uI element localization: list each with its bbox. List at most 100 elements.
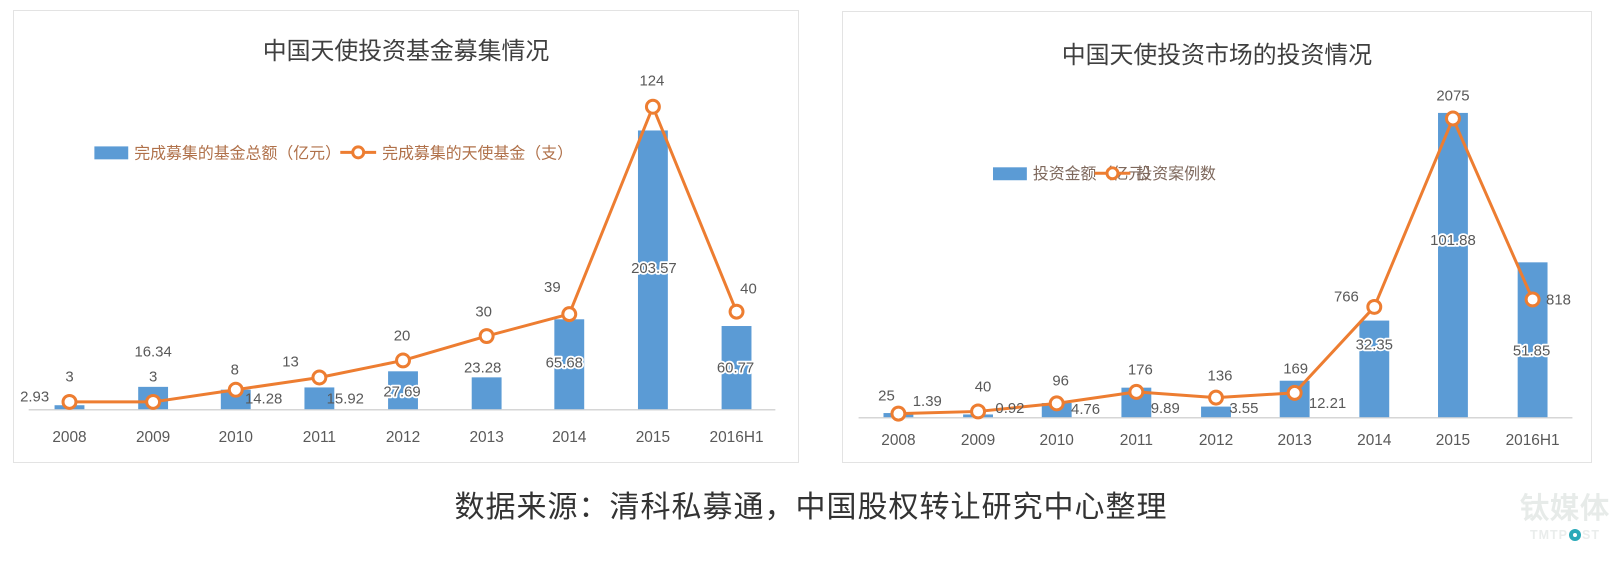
investment-chart-panel: 中国天使投资市场的投资情况 1.39 0.92 4.76 9.89 3.55 12.21 32… [842,11,1592,463]
line-marker-2016H1 [728,303,745,320]
bar-2014 [1359,320,1390,418]
x-tick-label-2008: 2008 [881,432,915,449]
line-label-2011: 13 [282,353,299,370]
line-marker-2010 [1048,395,1065,412]
bar-2015 [637,130,668,410]
x-tick-label-2016H1: 2016H1 [710,429,764,446]
fundraising-chart-panel: 中国天使投资基金募集情况 2.93 16.34 14.28 15.92 27.69 23.2… [13,10,799,463]
legend-bar-swatch-icon [992,167,1027,181]
line-marker-2016H1 [1524,291,1541,308]
legend-line-marker-icon [351,145,366,160]
line-marker-2013 [1286,384,1303,401]
bar-2012 [1201,406,1231,418]
bar-label-2010: 4.76 [1071,401,1100,418]
x-tick-label-2014: 2014 [1357,432,1392,449]
line-marker-2015 [644,98,661,115]
line-marker-2011 [311,369,328,386]
bar-label-2010: 14.28 [245,390,282,407]
line-label-2010: 96 [1052,372,1069,389]
legend: 投资金额（亿元）投资案例数 [992,165,1216,183]
line-marker-2008 [890,405,907,422]
x-tick-label-2010: 2010 [219,429,253,446]
x-tick-label-2013: 2013 [469,429,503,446]
line-label-2014: 39 [544,279,561,296]
x-tick-label-2011: 2011 [303,429,336,446]
bar-2010 [220,389,251,410]
line-marker-2014 [1366,298,1383,315]
bar-2016H1 [1517,262,1548,418]
bar-label-2012: 27.69 [383,383,420,400]
line-marker-2010 [227,381,244,398]
line-label-2010: 8 [231,361,239,378]
x-tick-label-2014: 2014 [552,429,587,446]
watermark-chinese-text: 钛媒体 [1520,493,1611,525]
line-label-2008: 3 [65,368,73,385]
investment-chart: 中国天使投资市场的投资情况 1.39 0.92 4.76 9.89 3.55 12.21 32… [858,42,1573,449]
bar-label-2011: 9.89 [1151,400,1180,417]
line-label-2013: 30 [475,304,492,321]
line-label-2013: 169 [1283,360,1308,377]
chart-title: 中国天使投资市场的投资情况 [1062,42,1373,69]
legend-line-label: 完成募集的天使基金（支） [382,144,573,162]
bar-label-2013: 23.28 [464,359,501,376]
line-marker-2012 [1208,389,1224,406]
x-tick-label-2008: 2008 [52,429,86,446]
x-tick-label-2009: 2009 [961,432,995,449]
bar-label-2015: 101.88 [1430,232,1476,249]
bar-label-2016H1: 60.77 [717,359,754,376]
bar-label-2009: 0.92 [995,400,1024,417]
legend-line-label: 投资案例数 [1136,165,1216,183]
line-label-2008: 25 [878,387,895,404]
line-label-2009: 3 [149,368,157,385]
bar-label-2013: 12.21 [1309,395,1346,412]
line-label-2015: 124 [639,73,664,90]
legend-line-marker-icon [1105,166,1120,181]
bar-2016H1 [721,326,752,410]
bar-2012 [388,371,418,410]
line-label-2012: 20 [394,328,411,345]
x-tick-label-2009: 2009 [136,429,170,446]
line-marker-2008 [61,393,78,410]
bar-2014 [554,319,585,410]
line-label-2016H1: 818 [1546,292,1571,309]
x-tick-label-2011: 2011 [1120,432,1153,449]
watermark-en-left: TMTP [1529,527,1569,542]
bar-label-2015: 203.57 [631,260,677,277]
bar-label-2016H1: 51.85 [1513,342,1550,359]
fundraising-chart: 中国天使投资基金募集情况 2.93 16.34 14.28 15.92 27.69 23.2… [20,38,776,446]
watermark-en-right: ST [1582,527,1600,542]
line-marker-2009 [970,403,987,420]
line-label-2015: 2075 [1436,88,1469,105]
x-tick-label-2012: 2012 [1199,432,1233,449]
line-marker-2013 [478,328,495,345]
chart-title: 中国天使投资基金募集情况 [263,38,550,65]
bar-2013 [471,377,502,410]
line-marker-2011 [1128,383,1145,400]
bar-label-2008: 1.39 [913,393,942,410]
watermark-english-text: TMTP ST [1520,528,1610,542]
x-tick-label-2016H1: 2016H1 [1506,432,1560,449]
line-marker-2012 [395,352,411,369]
bar-label-2008: 2.93 [20,388,49,405]
line-marker-2015 [1444,110,1461,127]
data-source-caption: 数据来源：清科私募通，中国股权转让研究中心整理 [454,491,1168,524]
bar-2011 [304,387,335,410]
line-label-2011: 176 [1128,361,1153,378]
line-label-2009: 40 [975,378,992,395]
x-tick-label-2015: 2015 [636,429,670,446]
line-marker-2009 [145,393,162,410]
legend-bar-swatch-icon [94,146,129,160]
legend-bar-label: 完成募集的基金总额（亿元） [134,144,341,162]
x-tick-label-2012: 2012 [386,429,420,446]
line-label-2012: 136 [1208,367,1233,384]
x-tick-label-2015: 2015 [1436,432,1470,449]
bar-label-2011: 15.92 [327,390,364,407]
tmtpost-watermark: 钛媒体 TMTP ST [1520,492,1610,542]
bar-label-2014: 32.35 [1356,336,1393,353]
bar-2015 [1438,112,1468,418]
legend: 完成募集的基金总额（亿元） 完成募集的天使基金（支） [94,144,573,162]
bar-label-2012: 3.55 [1229,400,1258,417]
watermark-o-icon [1569,528,1582,541]
line-label-2016H1: 40 [740,281,757,298]
